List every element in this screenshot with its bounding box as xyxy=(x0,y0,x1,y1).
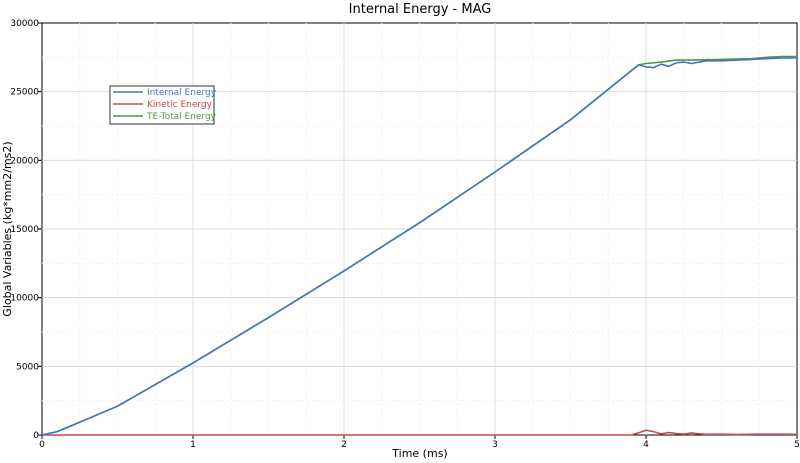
series-line-internal-energy xyxy=(41,57,797,436)
x-tick-label: 0 xyxy=(39,440,45,450)
y-tick-label: 0 xyxy=(33,431,39,441)
y-tick-label: 20000 xyxy=(10,156,39,166)
legend-label-te-total-energy: TE-Total Energy xyxy=(146,112,217,122)
y-tick-label: 25000 xyxy=(10,88,39,98)
legend-label-internal-energy: Internal Energy xyxy=(147,88,217,98)
y-axis-label: Global Variables (kg*mm2/ms2) xyxy=(1,141,14,316)
x-tick-label: 3 xyxy=(492,440,498,450)
y-tick-label: 5000 xyxy=(16,362,39,372)
x-axis-label: Time (ms) xyxy=(391,447,447,460)
chart-title: Internal Energy - MAG xyxy=(349,2,492,17)
legend: Internal Energy Kinetic Energy TE-Total … xyxy=(109,85,217,125)
legend-label-kinetic-energy: Kinetic Energy xyxy=(147,100,213,110)
y-tick-label: 10000 xyxy=(10,294,39,304)
grid xyxy=(42,23,797,435)
y-tick-label: 30000 xyxy=(10,19,39,29)
series-lines xyxy=(41,55,798,436)
x-tick-label: 5 xyxy=(794,440,800,450)
series-line-kinetic-energy xyxy=(42,429,798,436)
y-tick-label: 15000 xyxy=(10,225,39,235)
x-tick-label: 2 xyxy=(341,440,347,450)
x-tick-label: 4 xyxy=(643,440,649,450)
tick-labels: 0 1 2 3 4 5 0 5000 10000 15000 20000 25000 30000 xyxy=(10,19,800,450)
x-tick-label: 1 xyxy=(190,440,196,450)
